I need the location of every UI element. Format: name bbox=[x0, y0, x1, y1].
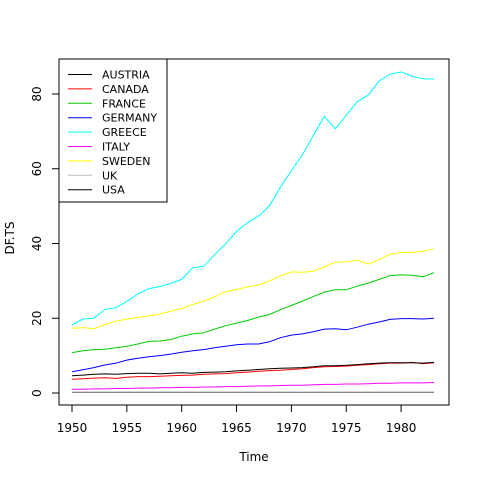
series-line-sweden bbox=[71, 248, 435, 330]
series-line-france bbox=[71, 272, 435, 354]
legend-label-greece: GREECE bbox=[102, 126, 147, 139]
y-tick-label: 40 bbox=[30, 236, 44, 251]
y-axis-label: DF.TS bbox=[3, 222, 17, 255]
x-tick-label: 1960 bbox=[166, 421, 197, 435]
x-tick-label: 1965 bbox=[221, 421, 252, 435]
x-tick-label: 1950 bbox=[57, 421, 88, 435]
series-line-germany bbox=[71, 317, 435, 373]
legend-label-germany: GERMANY bbox=[102, 112, 157, 125]
x-tick-label: 1970 bbox=[276, 421, 307, 435]
legend-label-france: FRANCE bbox=[102, 97, 146, 110]
series-line-greece bbox=[71, 71, 435, 326]
legend-label-italy: ITALY bbox=[102, 141, 130, 154]
x-axis-label: Time bbox=[238, 450, 268, 464]
y-tick-label: 20 bbox=[30, 311, 44, 326]
legend-label-austria: AUSTRIA bbox=[102, 69, 150, 82]
series-line-canada bbox=[71, 361, 435, 380]
legend-label-sweden: SWEDEN bbox=[102, 155, 150, 168]
legend-label-uk: UK bbox=[102, 169, 118, 182]
legend-box bbox=[58, 58, 168, 203]
legend-label-canada: CANADA bbox=[102, 83, 149, 96]
series-line-italy bbox=[72, 382, 435, 390]
x-axis: 1950 1955 1960 1965 1970 1975 1980 bbox=[57, 404, 417, 435]
x-tick-label: 1975 bbox=[331, 421, 362, 435]
y-axis: 0 20 40 60 80 bbox=[30, 86, 60, 397]
series-lines bbox=[71, 71, 435, 393]
legend-label-usa: USA bbox=[102, 184, 125, 197]
x-tick-label: 1980 bbox=[386, 421, 417, 435]
y-tick-label: 60 bbox=[30, 161, 44, 176]
y-tick-label: 80 bbox=[30, 86, 44, 101]
x-tick-label: 1955 bbox=[112, 421, 143, 435]
y-tick-label: 0 bbox=[30, 389, 44, 397]
series-line-usa bbox=[71, 361, 435, 377]
